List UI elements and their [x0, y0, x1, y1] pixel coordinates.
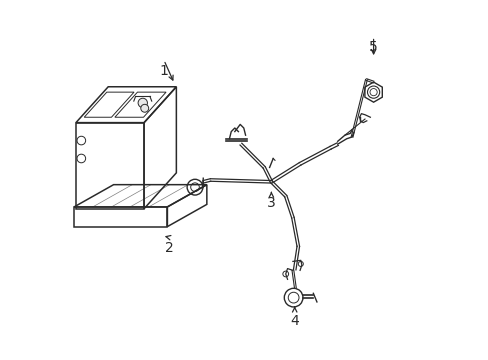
Circle shape	[138, 98, 147, 108]
Text: 5: 5	[368, 40, 377, 54]
Text: 1: 1	[159, 64, 168, 78]
Text: 2: 2	[164, 241, 173, 255]
Circle shape	[141, 104, 148, 112]
Text: 3: 3	[266, 196, 275, 210]
Text: 4: 4	[290, 314, 299, 328]
